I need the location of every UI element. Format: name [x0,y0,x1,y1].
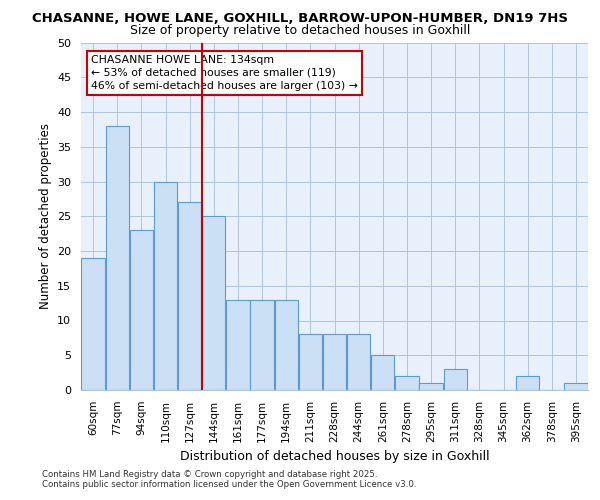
Bar [106,126,129,390]
Bar [250,300,274,390]
Text: Contains HM Land Registry data © Crown copyright and database right 2025.
Contai: Contains HM Land Registry data © Crown c… [42,470,416,489]
Bar [82,258,105,390]
Bar [154,182,177,390]
Y-axis label: Number of detached properties: Number of detached properties [38,123,52,309]
Bar [347,334,370,390]
Bar [275,300,298,390]
Bar [564,383,587,390]
Bar [395,376,419,390]
Text: CHASANNE HOWE LANE: 134sqm
← 53% of detached houses are smaller (119)
46% of sem: CHASANNE HOWE LANE: 134sqm ← 53% of deta… [91,54,358,91]
Bar [323,334,346,390]
Bar [202,216,226,390]
Bar [516,376,539,390]
Bar [178,202,202,390]
Bar [419,383,443,390]
Bar [371,355,394,390]
Text: CHASANNE, HOWE LANE, GOXHILL, BARROW-UPON-HUMBER, DN19 7HS: CHASANNE, HOWE LANE, GOXHILL, BARROW-UPO… [32,12,568,26]
Text: Size of property relative to detached houses in Goxhill: Size of property relative to detached ho… [130,24,470,37]
Bar [226,300,250,390]
Bar [299,334,322,390]
Bar [443,369,467,390]
X-axis label: Distribution of detached houses by size in Goxhill: Distribution of detached houses by size … [179,450,490,463]
Bar [130,230,153,390]
